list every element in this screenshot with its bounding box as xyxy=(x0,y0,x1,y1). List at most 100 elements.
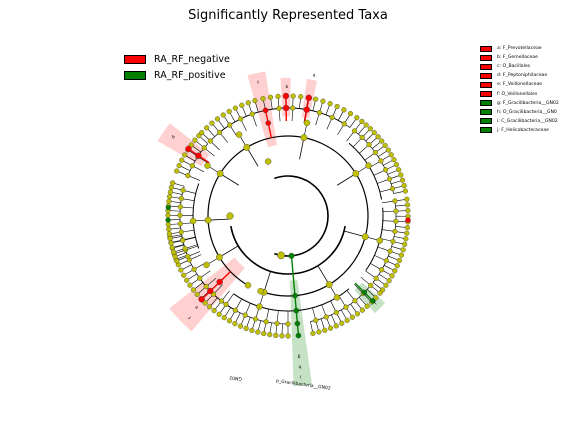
tree-node xyxy=(405,207,411,214)
tree-node xyxy=(404,202,411,208)
tree-node xyxy=(190,287,197,293)
tree-node xyxy=(329,114,335,121)
tree-node xyxy=(339,320,345,326)
tree-node xyxy=(403,236,409,242)
tree-node xyxy=(368,282,374,289)
tree-node xyxy=(166,231,172,237)
taxa-legend-item: i: C_Gracilibacteria__GN02 xyxy=(480,117,559,126)
tree-node xyxy=(226,212,234,220)
clade-letter-g: g xyxy=(297,353,300,358)
legend-item-positive: RA_RF_positive xyxy=(124,67,230,83)
tree-node xyxy=(359,118,365,125)
cladogram-nodes xyxy=(165,92,411,339)
tree-node xyxy=(372,149,378,156)
tree-node xyxy=(170,180,176,186)
tree-node xyxy=(359,134,365,141)
tree-node xyxy=(203,261,210,269)
tree-node xyxy=(277,251,285,260)
tree-node xyxy=(243,144,251,151)
clade-letters: a b c d e f g h i j p_Gracilibacteria__G… xyxy=(170,73,378,391)
tree-node xyxy=(393,218,399,224)
tree-node xyxy=(204,125,210,131)
tree-node xyxy=(367,126,373,132)
tree-node xyxy=(313,317,319,323)
tree-node xyxy=(245,100,251,106)
tree-node xyxy=(166,194,173,200)
tree-node xyxy=(260,96,266,102)
tree-node xyxy=(389,273,395,279)
tree-node xyxy=(385,147,391,153)
tree-node xyxy=(386,278,392,284)
taxa-label: j: F_Helicobacteraceae xyxy=(497,127,549,133)
tree-edge xyxy=(336,173,357,186)
tree-node xyxy=(398,252,405,258)
taxa-label: b: F_Gemellaceae xyxy=(497,55,538,61)
phylum-label-short: GN02 xyxy=(229,374,242,381)
tree-node xyxy=(218,298,225,304)
tree-node xyxy=(181,272,187,278)
tree-node xyxy=(223,301,229,308)
tree-node xyxy=(390,238,396,245)
taxa-legend-item: j: F_Helicobacteraceae xyxy=(480,126,559,135)
tree-node xyxy=(249,327,255,334)
legend-label-negative: RA_RF_negative xyxy=(154,53,230,65)
tree-node xyxy=(242,312,248,318)
tree-node xyxy=(199,130,205,136)
tree-node xyxy=(252,98,258,104)
tree-node xyxy=(285,321,291,327)
tree-node xyxy=(290,93,296,99)
tree-node xyxy=(405,217,411,223)
tree-node xyxy=(184,277,190,283)
tree-node xyxy=(204,162,211,169)
tree-node xyxy=(393,208,399,214)
tree-node xyxy=(170,249,177,255)
taxa-label: f: O_Veillonellales xyxy=(497,91,538,97)
tree-node xyxy=(167,189,174,195)
tree-edge xyxy=(263,271,271,293)
tree-node xyxy=(383,282,389,288)
tree-node xyxy=(343,304,349,310)
tree-node xyxy=(401,183,407,189)
tree-edge xyxy=(299,137,305,160)
tree-node xyxy=(238,116,244,122)
tree-node xyxy=(276,105,282,111)
taxa-legend-item: d: F_Peptoniphilaceae xyxy=(480,71,559,80)
taxa-legend: a: F_Prevotellaceae b: F_Gemellaceae c: … xyxy=(480,44,559,135)
tree-arc xyxy=(192,183,200,249)
legend-swatch-positive xyxy=(124,70,146,80)
tree-node xyxy=(198,296,205,303)
tree-node xyxy=(192,137,198,143)
clade-letter-d: d xyxy=(170,134,177,140)
tree-edge xyxy=(208,218,231,221)
tree-edge xyxy=(246,147,259,167)
clade-letter-c: c xyxy=(257,80,261,86)
tree-node xyxy=(207,287,214,295)
tree-node xyxy=(364,303,370,309)
tree-node xyxy=(293,307,300,314)
tree-node xyxy=(300,134,308,142)
tree-node xyxy=(298,94,304,100)
clade-letter-i: i xyxy=(300,373,302,379)
tree-node xyxy=(235,131,243,138)
tree-node xyxy=(370,298,376,304)
class-legend: RA_RF_negative RA_RF_positive xyxy=(124,51,230,83)
tree-node xyxy=(333,309,339,316)
tree-node xyxy=(404,224,411,231)
tree-node xyxy=(323,314,329,320)
tree-node xyxy=(327,325,334,331)
taxa-legend-item: f: O_Veillonellales xyxy=(480,89,559,98)
tree-edge xyxy=(219,173,240,186)
tree-node xyxy=(292,292,298,299)
tree-node xyxy=(211,307,217,314)
tree-node xyxy=(166,198,172,204)
taxa-label: c: O_Bacillales xyxy=(497,64,531,70)
tree-node xyxy=(303,106,310,113)
tree-node xyxy=(178,195,185,202)
tree-node xyxy=(232,307,238,313)
tree-node xyxy=(279,333,285,339)
tree-node xyxy=(316,110,323,116)
tree-node xyxy=(347,110,354,117)
tree-node xyxy=(178,229,184,235)
clade-letter-b: b xyxy=(285,84,288,90)
tree-node xyxy=(197,275,203,281)
